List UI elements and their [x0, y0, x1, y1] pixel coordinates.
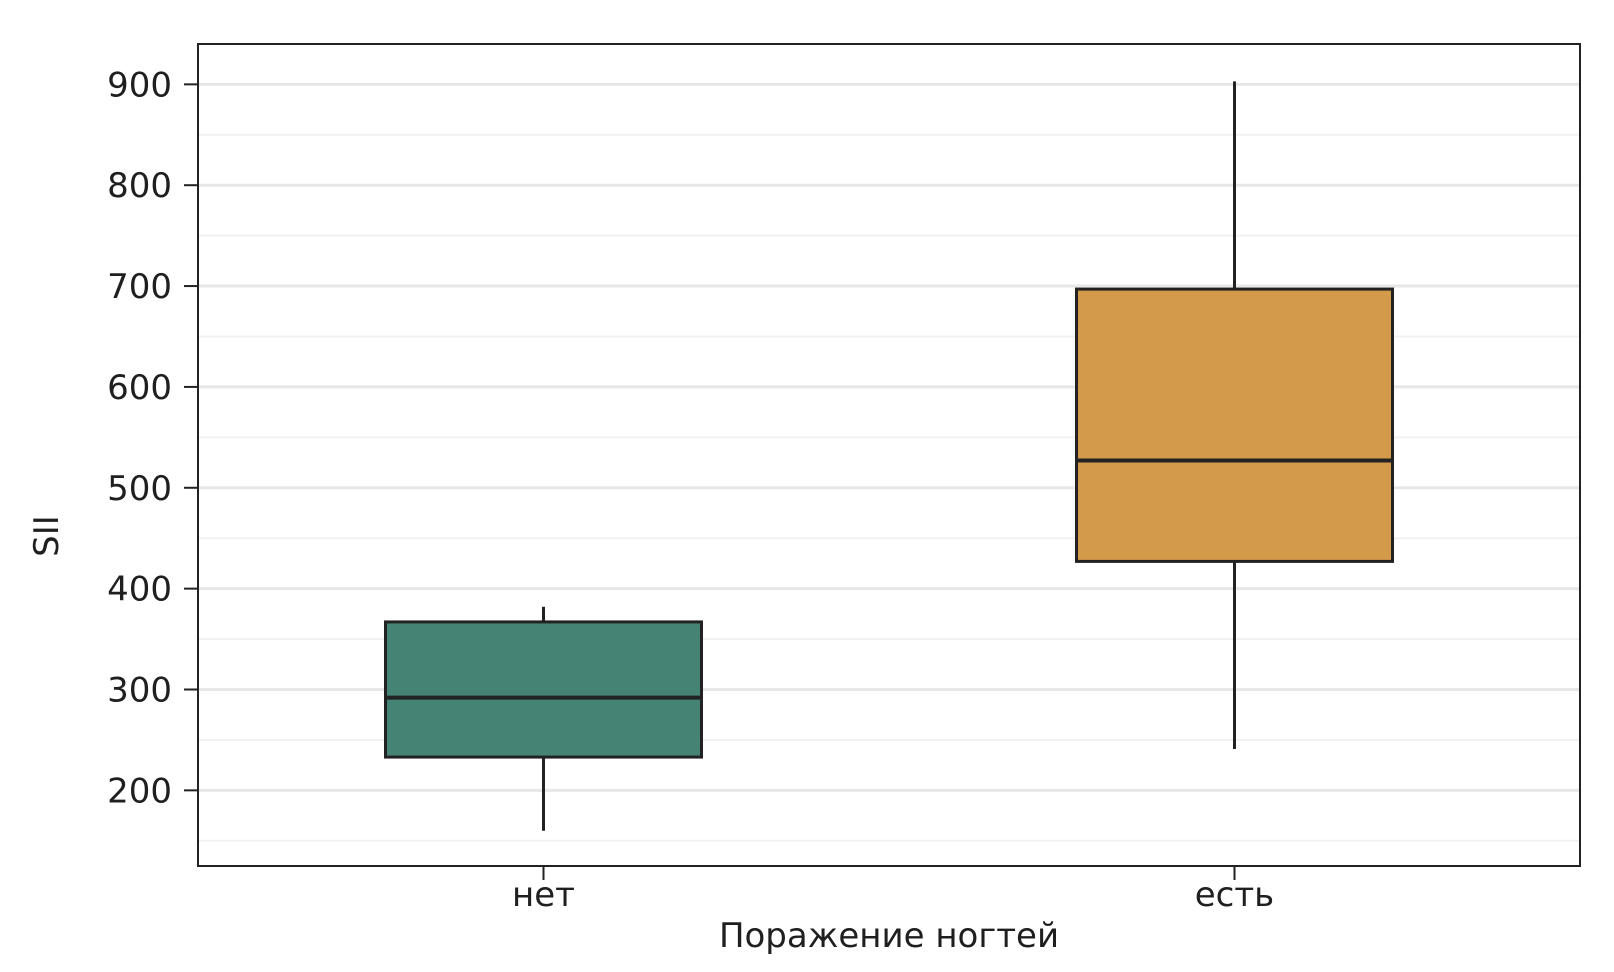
x-tick-label: есть: [1195, 875, 1274, 915]
plot-frame: [197, 43, 1581, 867]
box-body: [384, 620, 703, 759]
y-tick-label: 400: [107, 570, 172, 610]
y-tick-label: 900: [107, 65, 172, 105]
box-body: [1075, 287, 1394, 563]
y-tick-label: 500: [107, 469, 172, 509]
boxes-layer: [384, 81, 1394, 831]
y-axis-label: SII: [27, 515, 67, 557]
x-tick-label: нет: [512, 875, 575, 915]
y-tick-label: 600: [107, 368, 172, 408]
x-axis-label: Поражение ногтей: [719, 916, 1059, 956]
y-tick-label: 700: [107, 267, 172, 307]
y-tick-label: 800: [107, 166, 172, 206]
y-tick-label: 300: [107, 670, 172, 710]
y-tick-label: 200: [107, 771, 172, 811]
tick-labels-layer: 200 300 400 500 600 700 800 900 нет есть: [107, 65, 1274, 915]
